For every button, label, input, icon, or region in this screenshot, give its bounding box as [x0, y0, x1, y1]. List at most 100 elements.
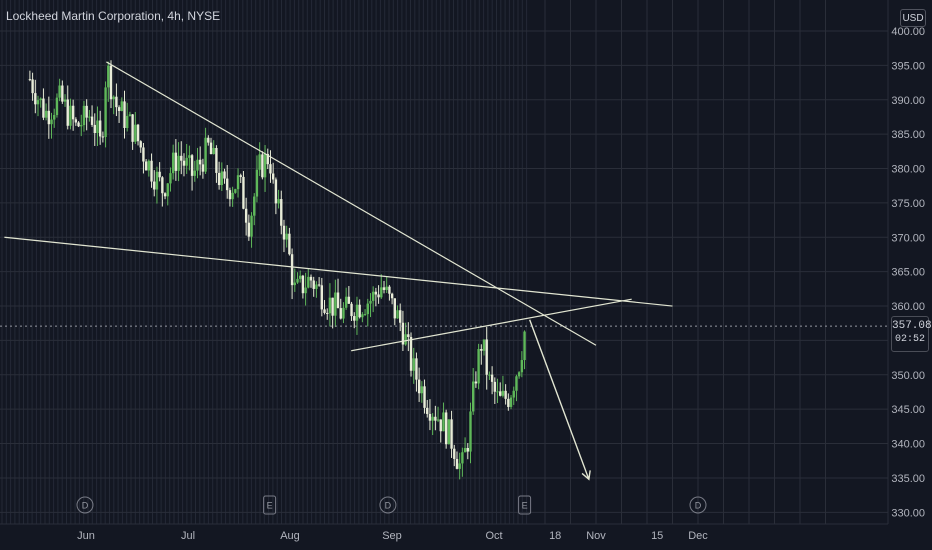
bar-countdown: 02:52 — [894, 334, 925, 345]
candle-body — [255, 169, 259, 197]
candle-body — [198, 159, 202, 165]
candle-body — [428, 413, 432, 421]
candle-body — [61, 85, 64, 102]
candle-body — [180, 155, 183, 161]
candle-body — [55, 97, 59, 116]
x-tick-label: Nov — [586, 530, 606, 542]
y-tick-label: 395.00 — [891, 60, 925, 72]
candle-body — [126, 115, 129, 128]
vertical-grid — [1, 0, 826, 524]
candle-body — [269, 164, 272, 174]
candle-body — [231, 192, 234, 200]
candle-body — [355, 304, 359, 321]
price-axis[interactable]: 330.00335.00340.00345.00350.00355.00360.… — [891, 26, 925, 519]
candle-body — [34, 93, 37, 105]
candle-body — [196, 159, 199, 171]
candle-body — [236, 175, 240, 190]
candle-body — [290, 254, 294, 286]
candle-body — [320, 285, 324, 310]
y-tick-label: 380.00 — [891, 164, 925, 176]
candle-body — [120, 101, 124, 111]
candle-body — [499, 391, 502, 396]
candle-body — [501, 390, 505, 396]
currency-button[interactable]: USD — [900, 9, 926, 27]
candle-body — [482, 339, 486, 351]
candle-body — [469, 411, 472, 452]
last-price-value: 357.08 — [892, 320, 932, 332]
candle-body — [161, 177, 164, 194]
projection-arrow-line[interactable] — [529, 319, 590, 480]
candle-body — [42, 98, 45, 118]
candle-body — [109, 65, 113, 100]
candle-body — [53, 115, 56, 120]
y-tick-label: 365.00 — [891, 267, 925, 279]
candle-body — [258, 154, 261, 170]
earnings-marker-icon — [518, 495, 532, 515]
candle-body — [158, 171, 161, 178]
candle-body — [288, 233, 291, 255]
candle-body — [328, 297, 332, 314]
candle-body — [439, 419, 442, 432]
candle-body — [471, 381, 475, 412]
trendline-group[interactable] — [4, 61, 673, 481]
candle-body — [74, 119, 78, 123]
candle-body — [204, 137, 207, 172]
candle-body — [247, 222, 251, 237]
symbol-title[interactable]: Lockheed Martin Corporation, 4h, NYSE — [6, 9, 221, 23]
candle-body — [128, 114, 132, 116]
candle-body — [166, 183, 169, 197]
time-axis[interactable]: Jun Jul Aug Sep Oct 18 Nov 15 Dec — [77, 530, 708, 542]
candle-body — [361, 314, 364, 318]
candle-body — [415, 358, 418, 380]
candle-body — [380, 287, 383, 298]
y-tick-label: 340.00 — [891, 439, 925, 451]
candle-body — [517, 372, 521, 377]
candle-body — [490, 374, 494, 382]
candle-body — [153, 181, 156, 190]
candle-body — [315, 284, 318, 289]
candlestick-series — [28, 60, 526, 480]
dividend-marker-icon — [379, 496, 397, 514]
candle-body — [101, 136, 105, 138]
candle-body — [385, 286, 388, 290]
candle-body — [142, 147, 145, 162]
candle-body — [209, 142, 213, 155]
candle-body — [250, 215, 253, 237]
candle-body — [163, 193, 167, 197]
candle-body — [420, 386, 424, 394]
candle-body — [285, 233, 288, 240]
dividend-marker-icon — [689, 496, 707, 514]
candle-body — [150, 160, 153, 182]
trendline[interactable] — [106, 61, 597, 346]
candle-body — [253, 196, 256, 216]
candle-body — [217, 172, 221, 186]
candle-body — [271, 173, 275, 180]
candle-body — [488, 374, 491, 376]
candle-body — [317, 284, 321, 286]
candle-body — [134, 124, 137, 142]
last-price-label: 357.08 02:52 — [891, 316, 932, 352]
candle-body — [336, 292, 340, 309]
trendline[interactable] — [4, 236, 673, 307]
candle-body — [455, 458, 459, 469]
candle-body — [274, 179, 278, 204]
y-tick-label: 345.00 — [891, 404, 925, 416]
candle-body — [80, 125, 83, 127]
candle-body — [155, 171, 159, 190]
candle-body — [463, 448, 467, 453]
candle-body — [147, 160, 151, 171]
candle-body — [326, 312, 329, 314]
trendline[interactable] — [351, 298, 632, 352]
candle-body — [396, 310, 399, 319]
candle-body — [407, 334, 410, 338]
candle-body — [334, 292, 337, 316]
candle-body — [239, 175, 242, 177]
candle-body — [50, 119, 53, 125]
candle-body — [409, 337, 413, 371]
candle-body — [312, 280, 315, 289]
candle-body — [266, 153, 269, 165]
candle-body — [523, 331, 526, 361]
